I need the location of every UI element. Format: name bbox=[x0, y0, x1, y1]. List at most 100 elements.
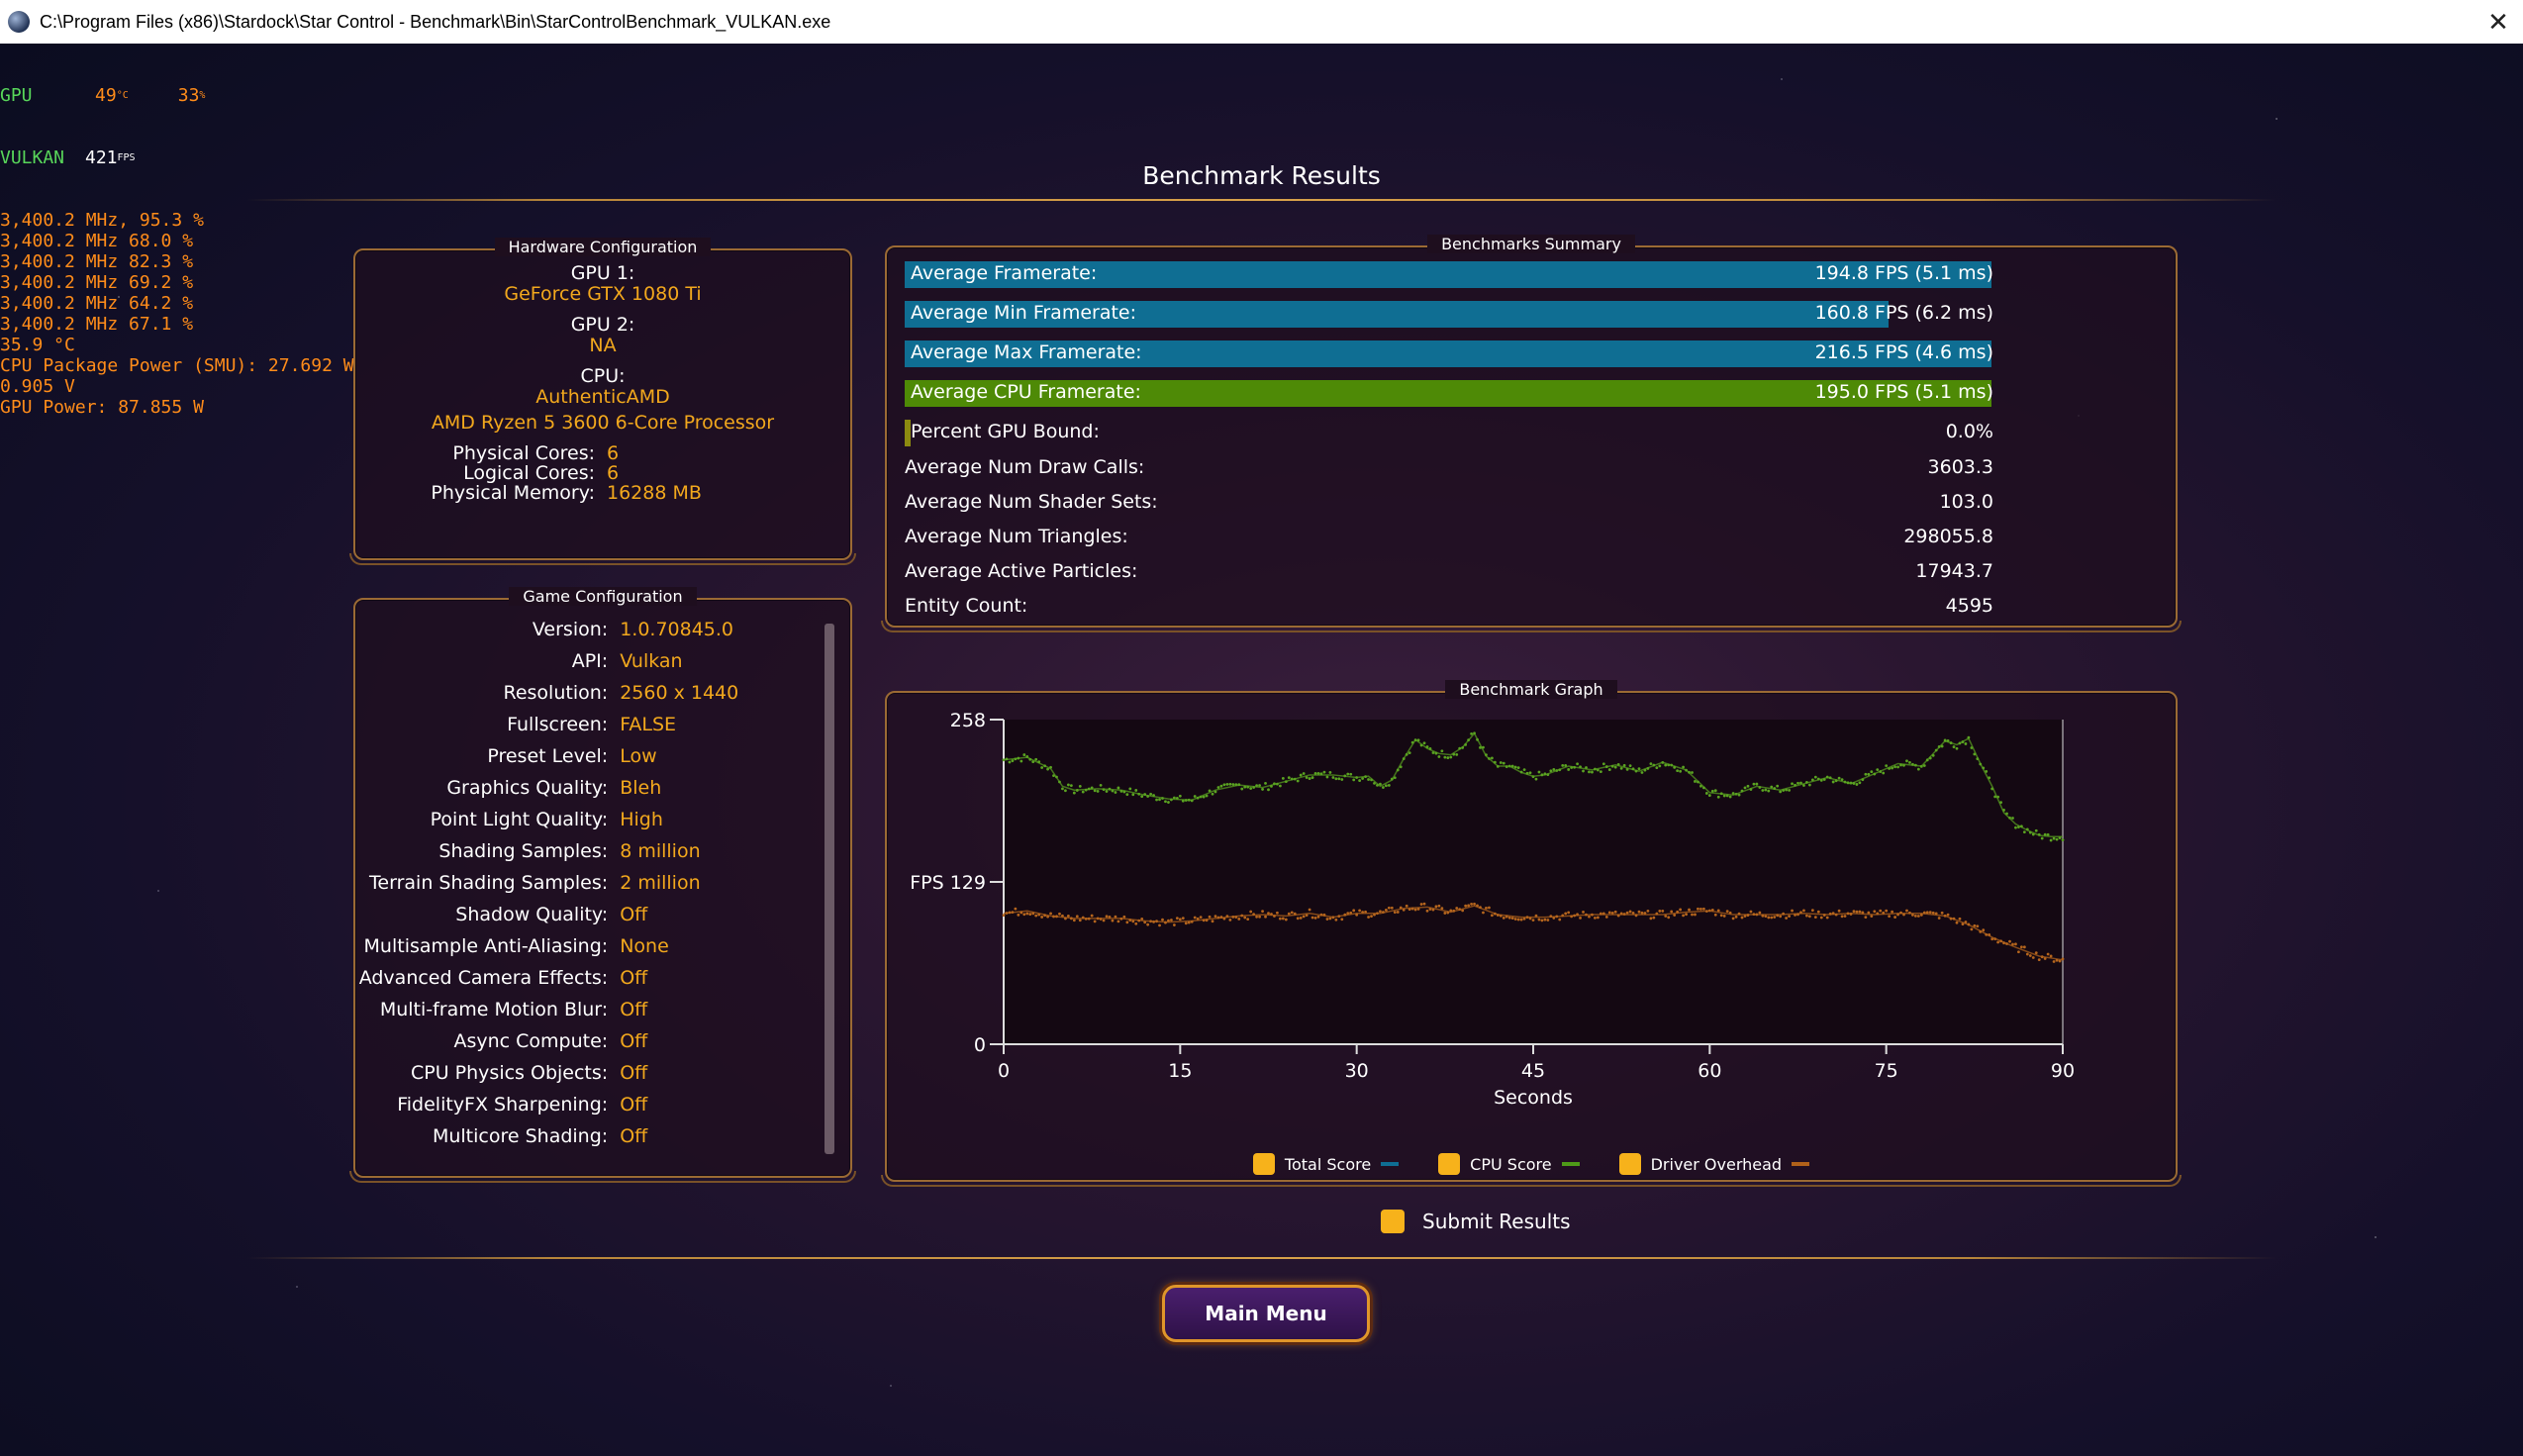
series-point bbox=[1017, 756, 1020, 760]
series-point bbox=[1134, 922, 1138, 925]
submit-results-checkbox[interactable]: Submit Results bbox=[1381, 1210, 1571, 1233]
series-point bbox=[1628, 764, 1632, 768]
series-point bbox=[1281, 917, 1285, 921]
window-titlebar: C:\Program Files (x86)\Stardock\Star Con… bbox=[0, 0, 2523, 44]
series-point bbox=[1270, 784, 1273, 788]
series-point bbox=[1825, 775, 1829, 779]
window-title: C:\Program Files (x86)\Stardock\Star Con… bbox=[40, 11, 831, 32]
series-point bbox=[1125, 793, 1129, 797]
legend-checkbox[interactable] bbox=[1438, 1153, 1461, 1175]
series-point bbox=[2058, 836, 2062, 839]
series-point bbox=[1902, 913, 1905, 917]
series-point bbox=[1069, 917, 1073, 921]
series-point bbox=[1479, 906, 1482, 910]
summary-stat-value: 17943.7 bbox=[1915, 560, 1993, 582]
series-point bbox=[1440, 907, 1444, 911]
series-point bbox=[1743, 915, 1747, 918]
series-point bbox=[1264, 781, 1267, 785]
series-point bbox=[1461, 746, 1465, 749]
series-point bbox=[1961, 922, 1965, 925]
series-point bbox=[1152, 794, 1155, 797]
legend-item[interactable]: Driver Overhead bbox=[1618, 1153, 1810, 1175]
series-point bbox=[1846, 912, 1850, 916]
series-point bbox=[1452, 909, 1456, 913]
legend-item[interactable]: CPU Score bbox=[1438, 1153, 1580, 1175]
game-config-label: Multisample Anti-Aliasing: bbox=[363, 935, 609, 957]
hardware-configuration-panel: Hardware Configuration GPU 1: GeForce GT… bbox=[349, 238, 856, 565]
series-point bbox=[1888, 915, 1892, 919]
series-point bbox=[1064, 917, 1067, 921]
series-point bbox=[1993, 937, 1997, 941]
game-config-scrollbar[interactable] bbox=[825, 624, 834, 1154]
series-point bbox=[1319, 913, 1323, 917]
game-config-row: Point Light Quality: High bbox=[355, 808, 821, 831]
overlay-line: 3,400.2 MHz 69.2 % bbox=[0, 272, 194, 293]
series-point bbox=[1240, 914, 1244, 918]
series-point bbox=[1982, 928, 1986, 932]
series-point bbox=[1105, 790, 1109, 793]
series-point bbox=[1167, 919, 1170, 922]
overlay-gpu-label: GPU bbox=[0, 85, 33, 106]
series-point bbox=[1190, 799, 1194, 803]
series-point bbox=[1008, 911, 1012, 915]
series-point bbox=[1510, 764, 1514, 768]
close-icon[interactable]: ✕ bbox=[2487, 6, 2509, 37]
series-point bbox=[1716, 795, 1720, 799]
series-point bbox=[1473, 902, 1476, 906]
submit-checkbox-box[interactable] bbox=[1381, 1210, 1405, 1233]
series-point bbox=[1258, 915, 1261, 919]
game-config-value: Off bbox=[620, 1094, 648, 1116]
series-point bbox=[1349, 772, 1353, 776]
game-config-row: Resolution: 2560 x 1440 bbox=[355, 681, 821, 705]
series-point bbox=[1919, 764, 1923, 768]
series-point bbox=[1410, 740, 1414, 744]
series-point bbox=[1558, 768, 1562, 772]
series-point bbox=[1052, 774, 1055, 778]
game-config-label: Version: bbox=[532, 619, 609, 640]
series-point bbox=[1764, 788, 1768, 792]
series-point bbox=[1216, 786, 1220, 789]
series-point bbox=[1434, 905, 1438, 909]
series-point bbox=[1537, 770, 1541, 774]
series-point bbox=[1122, 915, 1126, 919]
series-point bbox=[1252, 786, 1256, 789]
summary-bar-row: Average Max Framerate: 216.5 FPS (4.6 ms) bbox=[905, 338, 1993, 369]
series-point bbox=[1396, 768, 1400, 772]
series-point bbox=[1852, 910, 1856, 914]
hardware-row-value: 6 bbox=[607, 442, 620, 464]
series-point bbox=[1607, 768, 1611, 771]
series-point bbox=[1205, 794, 1209, 798]
series-point bbox=[1911, 913, 1914, 917]
series-point bbox=[1455, 907, 1459, 910]
series-point bbox=[1546, 773, 1550, 777]
series-point bbox=[1967, 922, 1971, 926]
legend-item[interactable]: Total Score bbox=[1252, 1153, 1400, 1175]
legend-checkbox[interactable] bbox=[1618, 1153, 1641, 1175]
series-point bbox=[1105, 915, 1109, 919]
series-point bbox=[1410, 907, 1414, 911]
game-config-row: FidelityFX Sharpening: Off bbox=[355, 1093, 821, 1116]
series-point bbox=[1069, 784, 1073, 788]
series-point bbox=[1470, 731, 1473, 735]
series-point bbox=[1184, 799, 1188, 802]
series-point bbox=[1096, 790, 1100, 793]
series-point bbox=[1967, 735, 1971, 739]
game-config-value: Off bbox=[620, 904, 648, 925]
series-point bbox=[1376, 783, 1379, 787]
series-point bbox=[2061, 957, 2065, 961]
legend-checkbox[interactable] bbox=[1252, 1153, 1275, 1175]
series-point bbox=[1613, 910, 1617, 914]
series-point bbox=[1973, 752, 1977, 756]
series-point bbox=[1934, 748, 1938, 752]
series-point bbox=[1276, 782, 1279, 786]
game-config-row: Terrain Shading Samples: 2 million bbox=[355, 871, 821, 895]
series-point bbox=[1325, 775, 1329, 779]
series-point bbox=[1284, 780, 1288, 784]
game-config-value: 1.0.70845.0 bbox=[620, 619, 734, 640]
series-point bbox=[1773, 787, 1777, 790]
series-point bbox=[1504, 915, 1508, 919]
series-point bbox=[1390, 777, 1394, 781]
series-point bbox=[1093, 920, 1097, 923]
game-config-label: Terrain Shading Samples: bbox=[369, 872, 609, 894]
main-menu-button[interactable]: Main Menu bbox=[1162, 1285, 1370, 1342]
